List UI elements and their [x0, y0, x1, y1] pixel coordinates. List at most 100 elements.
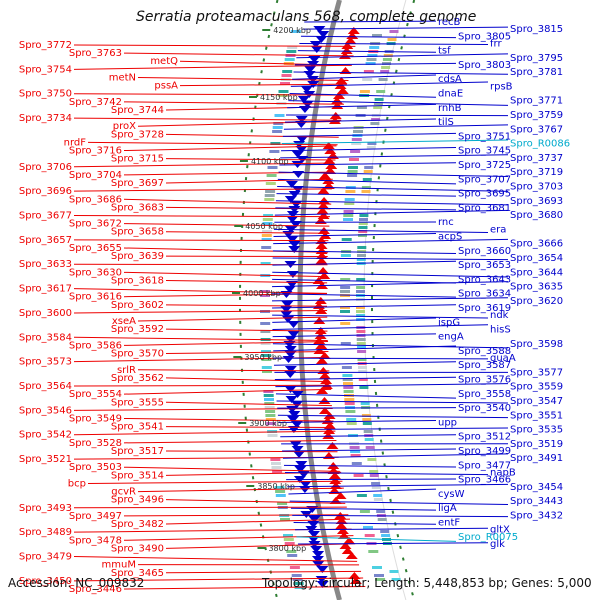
- locus-label-spro-3555: Spro_3555: [111, 397, 164, 408]
- feature-color-bar: [369, 474, 379, 477]
- feature-color-bar: [262, 222, 273, 225]
- leader-line: [137, 487, 344, 493]
- feature-color-bar: [374, 98, 384, 101]
- locus-label-spro-3551: Spro_3551: [510, 410, 563, 421]
- locus-label-spro-3815: Spro_3815: [510, 24, 563, 35]
- feature-color-bar: [353, 130, 363, 133]
- locus-label-spro-r0086: Spro_R0086: [510, 139, 570, 150]
- leader-line: [73, 215, 330, 218]
- leader-line: [137, 76, 349, 82]
- kbp-scale: 4200 kbp 4150 kbp 4100 kbp 4050 kbp 4000 kbp…: [232, 26, 311, 553]
- forward-cds-arrow: [328, 472, 341, 479]
- feature-color-bar: [343, 214, 354, 217]
- forward-cds-arrow: [318, 397, 331, 404]
- leader-line: [277, 185, 509, 192]
- leader-line: [274, 376, 457, 381]
- locus-label-spro-3633: Spro_3633: [19, 259, 72, 270]
- locus-label-spro-3478: Spro_3478: [69, 535, 122, 546]
- reverse-cds-arrow: [287, 416, 300, 423]
- feature-color-bar: [343, 218, 353, 221]
- feature-color-bar: [357, 358, 367, 361]
- forward-cds-arrow: [324, 147, 337, 154]
- feature-color-bar: [264, 398, 274, 401]
- forward-cds-arrow: [322, 432, 335, 439]
- leader-line: [272, 333, 437, 338]
- gene-label-entf: entF: [438, 518, 460, 529]
- scale-tick-label: 4000 kbp: [243, 289, 281, 298]
- forward-cds-arrow: [348, 572, 361, 579]
- feature-color-bar: [267, 434, 278, 437]
- feature-color-bar: [280, 518, 290, 521]
- feature-color-bar: [356, 314, 366, 317]
- leader-line: [282, 132, 457, 137]
- leader-line: [73, 64, 351, 70]
- locus-label-spro-3707: Spro_3707: [458, 174, 511, 185]
- forward-cds-arrow: [316, 387, 329, 394]
- leader-line: [165, 570, 362, 574]
- forward-cds-arrow: [329, 482, 342, 489]
- leader-line: [293, 522, 437, 525]
- locus-label-spro-3496: Spro_3496: [111, 495, 164, 506]
- reverse-cds-arrow: [280, 311, 293, 318]
- feature-color-bar: [367, 458, 377, 461]
- feature-color-bar: [373, 102, 383, 105]
- feature-color-bar: [366, 58, 377, 61]
- feature-color-bar: [380, 70, 390, 73]
- feature-color-bar: [373, 106, 383, 109]
- locus-label-spro-3630: Spro_3630: [69, 267, 122, 278]
- locus-label-spro-3618: Spro_3618: [111, 275, 164, 286]
- feature-color-bar: [358, 226, 368, 229]
- locus-label-spro-3704: Spro_3704: [69, 170, 122, 181]
- feature-color-bar: [274, 114, 285, 117]
- dashed-guide-ring: [239, 0, 279, 600]
- locus-label-spro-3635: Spro_3635: [510, 282, 563, 293]
- forward-cds-arrow: [317, 202, 330, 209]
- locus-label-spro-3634: Spro_3634: [458, 289, 511, 300]
- feature-color-bar: [291, 574, 302, 577]
- forward-cds-arrow: [341, 547, 354, 554]
- leader-line: [275, 207, 457, 211]
- leader-line: [123, 514, 349, 517]
- locus-label-spro-3517: Spro_3517: [111, 446, 164, 457]
- leader-line: [282, 453, 509, 459]
- gene-label-gcvr: gcvR: [111, 487, 136, 498]
- feature-color-bar: [286, 50, 297, 53]
- feature-color-bar: [278, 90, 289, 93]
- feature-color-bar: [350, 150, 361, 153]
- gene-label-mmum: mmuM: [102, 560, 136, 571]
- reverse-cds-arrow: [288, 246, 301, 253]
- feature-color-bar: [363, 170, 373, 173]
- feature-color-bar: [261, 246, 272, 249]
- feature-color-bar: [364, 438, 374, 441]
- locus-label-spro-3446: Spro_3446: [69, 584, 122, 595]
- locus-label-spro-3465: Spro_3465: [111, 568, 164, 579]
- leader-line: [123, 417, 334, 422]
- feature-color-bar: [356, 342, 366, 345]
- feature-color-bar: [359, 218, 368, 221]
- feature-color-bar: [286, 550, 297, 553]
- scale-tick-label: 3800 kbp: [268, 544, 306, 553]
- feature-color-bar: [361, 414, 371, 417]
- gene-label-cysw: cysW: [438, 489, 465, 500]
- feature-color-bar: [369, 46, 380, 49]
- leader-line: [273, 345, 457, 352]
- feature-color-bar: [260, 294, 270, 297]
- locus-label-spro-3576: Spro_3576: [458, 375, 511, 386]
- leader-line: [293, 71, 509, 75]
- leader-line: [123, 145, 337, 152]
- leader-line: [73, 336, 328, 341]
- locus-label-spro-3570: Spro_3570: [111, 349, 164, 360]
- feature-color-bar: [383, 54, 393, 57]
- locus-label-spro-3697: Spro_3697: [111, 178, 164, 189]
- reverse-cds-arrow: [295, 461, 308, 468]
- leader-line: [73, 556, 358, 562]
- feature-color-bar: [367, 142, 377, 145]
- feature-color-bar: [340, 254, 351, 257]
- leader-line: [280, 434, 457, 438]
- feature-color-bar: [387, 38, 397, 41]
- feature-color-bar: [363, 70, 374, 73]
- feature-color-bar: [389, 570, 399, 573]
- gene-label-rnc: rnc: [438, 217, 454, 228]
- leader-line: [165, 304, 328, 307]
- forward-cds-arrow: [316, 207, 329, 214]
